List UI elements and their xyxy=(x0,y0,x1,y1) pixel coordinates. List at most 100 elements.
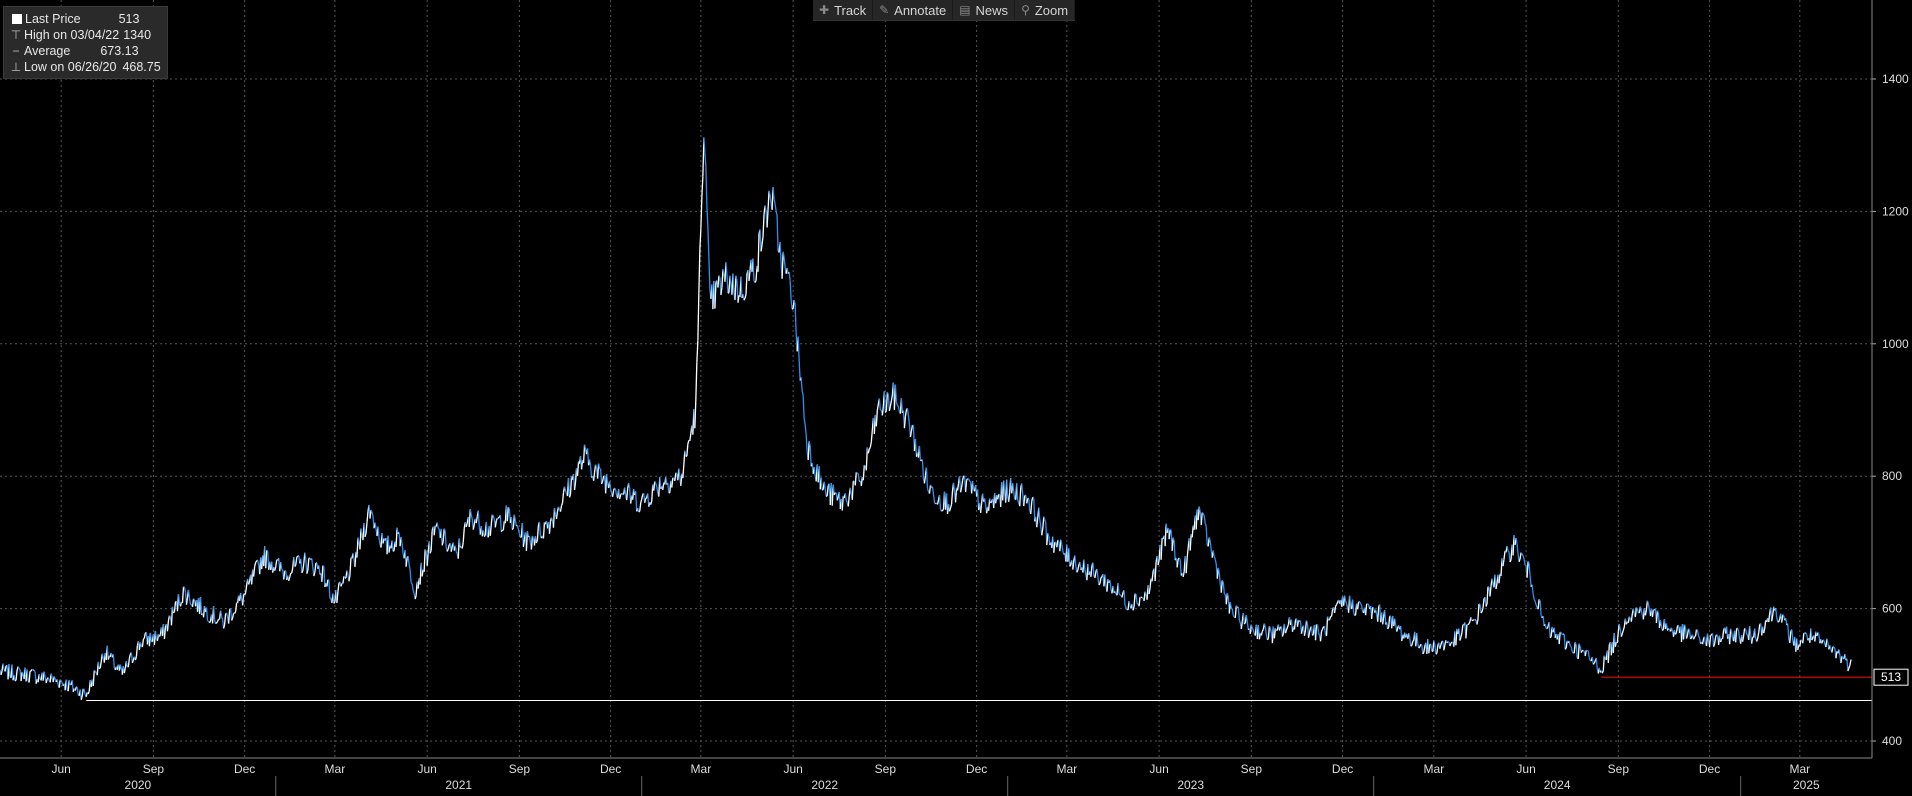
price-segment xyxy=(779,242,782,263)
zoom-label: Zoom xyxy=(1034,2,1069,18)
price-segment xyxy=(280,561,283,570)
x-year-label: 2022 xyxy=(811,778,838,792)
price-segment xyxy=(364,533,367,538)
price-segment xyxy=(1694,629,1698,637)
price-segment xyxy=(491,514,494,517)
price-segment xyxy=(1225,593,1228,605)
price-segment xyxy=(1757,632,1760,639)
price-segment xyxy=(1507,550,1510,553)
price-segment xyxy=(966,478,969,481)
price-segment xyxy=(884,410,887,413)
price-segment xyxy=(1030,501,1033,515)
price-segment xyxy=(704,152,707,167)
price-segment xyxy=(1345,603,1349,609)
price-segment xyxy=(1328,616,1332,621)
price-segment xyxy=(1549,636,1552,639)
legend-value: 673.13 xyxy=(100,44,139,58)
price-segment xyxy=(1125,607,1128,611)
price-segment xyxy=(477,510,480,527)
price-segment xyxy=(407,556,410,565)
x-month-label: Mar xyxy=(1423,762,1444,776)
price-segment xyxy=(1544,624,1547,629)
price-segment xyxy=(1325,616,1329,637)
x-month-label: Mar xyxy=(1057,762,1078,776)
price-segment xyxy=(1117,583,1120,594)
x-year-label: 2023 xyxy=(1177,778,1204,792)
price-segment xyxy=(857,473,860,482)
price-segment xyxy=(15,670,18,681)
price-segment xyxy=(1418,646,1421,649)
price-segment xyxy=(1526,561,1529,578)
price-segment xyxy=(1703,636,1707,645)
price-segment xyxy=(1439,644,1442,649)
price-segment xyxy=(1529,575,1532,587)
price-segment xyxy=(1171,537,1174,551)
price-segment xyxy=(1558,632,1561,645)
price-segment xyxy=(437,527,440,530)
price-segment xyxy=(776,215,779,252)
zoom-button[interactable]: ⚲ Zoom xyxy=(1015,0,1076,20)
price-segment xyxy=(849,487,852,495)
price-segment xyxy=(1601,670,1604,674)
price-segment xyxy=(1449,643,1452,647)
price-segment xyxy=(1479,604,1482,614)
price-segment xyxy=(13,674,16,682)
price-segment xyxy=(337,583,340,593)
price-segment xyxy=(1644,609,1648,616)
price-segment xyxy=(1044,519,1047,523)
price-segment xyxy=(752,258,755,281)
price-segment xyxy=(1729,628,1733,633)
x-month-label: Mar xyxy=(325,762,346,776)
price-segment xyxy=(332,593,335,604)
price-segment xyxy=(1749,625,1752,635)
price-segment xyxy=(1202,513,1205,517)
price-segment xyxy=(1620,633,1623,637)
price-segment xyxy=(695,362,698,400)
price-segment xyxy=(94,670,97,674)
price-segment xyxy=(281,568,284,571)
price-segment xyxy=(392,550,395,552)
chart-toolbar: ✚ Track ✎ Annotate ▤ News ⚲ Zoom xyxy=(813,0,1076,21)
price-segment xyxy=(1268,625,1271,629)
price-segment xyxy=(50,673,53,679)
price-segment xyxy=(564,490,568,495)
price-segment xyxy=(125,661,128,667)
price-segment xyxy=(1316,623,1318,626)
price-segment xyxy=(721,269,724,288)
price-segment xyxy=(686,444,689,457)
x-month-label: Jun xyxy=(51,762,70,776)
price-segment xyxy=(552,508,556,528)
price-segment xyxy=(365,522,368,534)
price-segment xyxy=(1675,626,1679,633)
price-segment xyxy=(659,476,662,489)
price-segment xyxy=(177,594,181,604)
price-segment xyxy=(461,542,464,549)
price-segment xyxy=(824,488,827,497)
price-segment xyxy=(1849,659,1852,666)
price-segment xyxy=(1782,614,1785,617)
annotate-button[interactable]: ✎ Annotate xyxy=(873,0,954,20)
price-segment xyxy=(1189,534,1192,551)
price-segment xyxy=(1356,601,1360,610)
price-segment xyxy=(1048,536,1051,545)
price-segment xyxy=(1477,603,1480,620)
track-button[interactable]: ✚ Track xyxy=(813,0,874,20)
price-segment xyxy=(485,521,488,537)
price-segment xyxy=(1351,599,1355,613)
price-segment xyxy=(1118,593,1121,596)
price-segment xyxy=(555,511,559,520)
price-segment xyxy=(1850,659,1853,662)
price-segment xyxy=(645,497,648,499)
price-segment xyxy=(594,464,598,469)
price-segment xyxy=(674,472,677,482)
news-button[interactable]: ▤ News xyxy=(953,0,1016,20)
price-segment xyxy=(820,477,823,491)
price-segment xyxy=(797,336,800,361)
price-segment xyxy=(500,529,503,533)
price-segment xyxy=(1182,571,1185,578)
price-segment xyxy=(1486,586,1489,605)
price-segment xyxy=(359,528,362,550)
price-segment xyxy=(886,392,889,395)
price-segment xyxy=(458,538,461,548)
